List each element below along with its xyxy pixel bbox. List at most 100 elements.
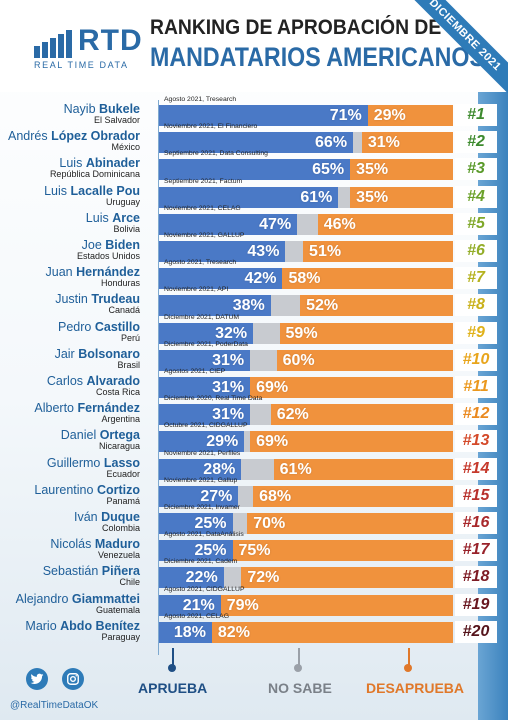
label-aprueba: 29% bbox=[206, 433, 239, 451]
leader-name: Iván Duque bbox=[74, 510, 140, 524]
legend-dot-desaprueba bbox=[404, 664, 412, 672]
bar-segment-aprueba bbox=[159, 458, 242, 480]
leader-last-name: Ortega bbox=[99, 428, 140, 443]
label-aprueba: 25% bbox=[194, 542, 227, 560]
label-aprueba: 31% bbox=[212, 351, 245, 369]
bar-segment-aprueba bbox=[159, 404, 251, 426]
ranking-row: Iván Duque Colombia 25% 70% Diciembre 2021, … bbox=[0, 504, 508, 534]
ranking-row: Luis Arce Bolivia 47% 46% Noviembre 2021, CE… bbox=[0, 205, 508, 235]
rank-label: #4 bbox=[455, 185, 497, 208]
legend-line-aprueba bbox=[172, 648, 174, 668]
bar-segment-aprueba bbox=[159, 621, 212, 643]
approval-bar: 42% 58% bbox=[159, 268, 453, 290]
country-label: Brasil bbox=[117, 359, 140, 370]
approval-bar: 29% 69% bbox=[159, 431, 453, 453]
leader-last-name: Lacalle Pou bbox=[70, 183, 140, 198]
bar-segment-aprueba bbox=[159, 105, 368, 126]
bar-segment-no-sabe bbox=[244, 431, 251, 453]
rank-label: #9 bbox=[455, 321, 497, 344]
poll-source: Septiembre 2021, Data Consulting bbox=[164, 150, 268, 158]
approval-bar: 27% 68% bbox=[159, 485, 453, 507]
bar-segment-aprueba bbox=[159, 295, 271, 317]
ranking-row: Joe Biden Estados Unidos 43% 51% Noviembre 2… bbox=[0, 232, 508, 262]
leader-name: Alberto Fernández bbox=[34, 401, 140, 415]
bar-segment-aprueba bbox=[159, 349, 251, 371]
social-handle[interactable]: @RealTimeDataOK bbox=[10, 700, 99, 711]
ranking-row: Pedro Castillo Perú 32% 59% Diciembre 2021, … bbox=[0, 314, 508, 344]
bar-segment-aprueba bbox=[159, 513, 233, 534]
rtd-logo: RTD REAL TIME DATA bbox=[28, 20, 143, 70]
instagram-icon[interactable] bbox=[62, 668, 84, 690]
label-desaprueba: 79% bbox=[226, 596, 259, 614]
leader-first-name: Luis bbox=[59, 156, 86, 171]
bar-segment-desaprueba bbox=[282, 268, 453, 290]
poll-source: Agosto 2021, CIDGALLUP bbox=[164, 585, 245, 593]
rank-label: #20 bbox=[455, 620, 497, 643]
approval-bar: 61% 35% bbox=[159, 186, 453, 208]
approval-bar: 25% 75% bbox=[159, 540, 453, 562]
bar-segment-desaprueba bbox=[279, 322, 453, 344]
ranking-row: Juan Hernández Honduras 42% 58% Agosto 2021,… bbox=[0, 259, 508, 290]
approval-bar: 32% 59% bbox=[159, 322, 453, 344]
label-aprueba: 47% bbox=[259, 215, 292, 233]
leader-first-name: Laurentino bbox=[34, 482, 97, 497]
leader-first-name: Nicolás bbox=[50, 537, 95, 552]
leader-name: Pedro Castillo bbox=[58, 320, 140, 334]
ranking-row: Alejandro Giammattei Guatemala 21% 79% Agost… bbox=[0, 586, 508, 616]
poll-source: Diciembre 2020, Real Time Data bbox=[164, 395, 263, 403]
bar-segment-aprueba bbox=[159, 431, 245, 453]
legend bbox=[0, 648, 508, 698]
label-desaprueba: 62% bbox=[276, 406, 309, 424]
rank-label: #8 bbox=[455, 294, 497, 317]
bar-segment-no-sabe bbox=[297, 213, 318, 235]
label-desaprueba: 75% bbox=[238, 542, 271, 560]
rank-label: #5 bbox=[455, 212, 497, 235]
label-desaprueba: 46% bbox=[323, 215, 356, 233]
poll-source: Noviembre 2021, El Financiero bbox=[164, 123, 258, 131]
poll-source: Agosto 2021, CELAG bbox=[164, 612, 229, 620]
label-aprueba: 42% bbox=[244, 270, 277, 288]
bar-segment-no-sabe bbox=[250, 349, 277, 371]
legend-dot-no-sabe bbox=[294, 664, 302, 672]
poll-source: Septiembre 2021, Factum bbox=[164, 177, 243, 185]
rank-label: #17 bbox=[455, 539, 497, 562]
leader-name: Guillermo Lasso bbox=[47, 456, 140, 470]
country-label: Colombia bbox=[101, 523, 140, 533]
rank-label: #2 bbox=[455, 131, 497, 154]
leader-name: Alejandro Giammattei bbox=[16, 592, 140, 606]
chart-baseline bbox=[158, 100, 159, 655]
leader-name: Luis Arce bbox=[86, 211, 140, 225]
ranking-row: Sebastián Piñera Chile 22% 72% Diciembre 202… bbox=[0, 558, 508, 589]
bar-segment-no-sabe bbox=[241, 458, 274, 480]
bar-segment-aprueba bbox=[159, 540, 233, 562]
label-aprueba: 38% bbox=[232, 297, 265, 315]
leader-first-name: Andrés bbox=[8, 129, 52, 144]
country-label: Ecuador bbox=[106, 468, 140, 479]
poll-source: Noviembre 2021, GALLUP bbox=[164, 232, 245, 239]
title-line-1: RANKING DE APROBACIÓN DE bbox=[150, 16, 442, 39]
approval-bar: 38% 52% bbox=[159, 295, 453, 317]
country-label: Estados Unidos bbox=[76, 251, 140, 261]
bar-segment-no-sabe bbox=[338, 186, 351, 208]
country-label: Argentina bbox=[101, 414, 140, 425]
leader-name: Jair Bolsonaro bbox=[55, 347, 140, 361]
rank-label: #18 bbox=[455, 566, 497, 589]
rank-label: #19 bbox=[455, 593, 497, 616]
legend-line-desaprueba bbox=[408, 648, 410, 668]
approval-bar: 31% 69% bbox=[159, 377, 453, 398]
label-desaprueba: 58% bbox=[288, 270, 321, 288]
leader-name: Laurentino Cortizo bbox=[34, 483, 140, 497]
leader-first-name: Pedro bbox=[58, 319, 95, 334]
leader-name: Daniel Ortega bbox=[61, 428, 140, 442]
ranking-row: Andrés López Obrador México 66% 31% Noviembr… bbox=[0, 123, 508, 154]
bar-segment-aprueba bbox=[159, 159, 351, 181]
approval-bar: 21% 79% bbox=[159, 594, 453, 616]
leader-first-name: Joe bbox=[81, 238, 106, 252]
poll-source: Noviembre 2021, Perfiles bbox=[164, 449, 241, 457]
twitter-icon[interactable] bbox=[26, 668, 48, 690]
bar-segment-no-sabe bbox=[285, 241, 304, 262]
leader-first-name: Iván bbox=[74, 510, 102, 524]
label-aprueba: 22% bbox=[185, 569, 218, 587]
legend-dot-aprueba bbox=[168, 664, 176, 672]
approval-bar: 47% 46% bbox=[159, 213, 453, 235]
